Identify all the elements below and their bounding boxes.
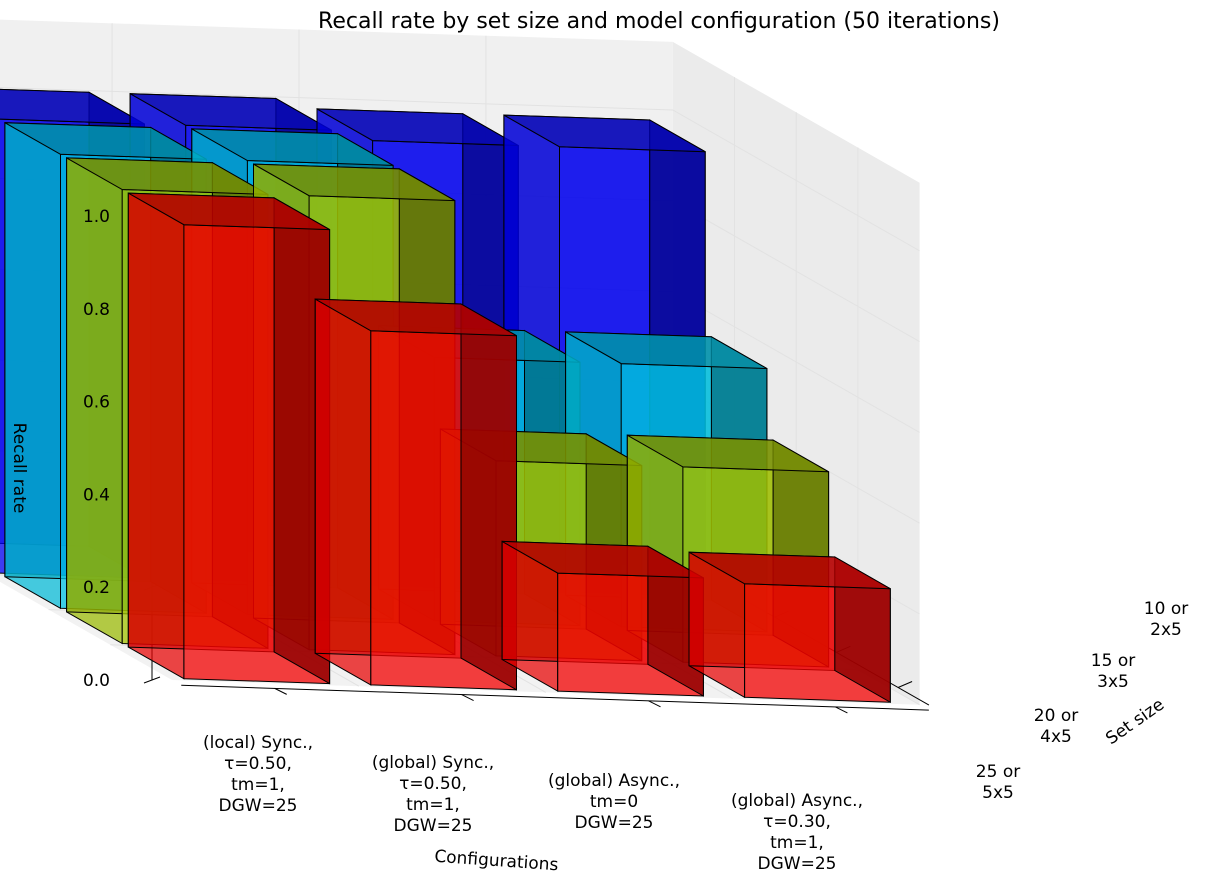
z-tick-label: 0.2 [83,578,110,598]
x-tick-label: (global) Async., [731,791,863,811]
y-tick-label: 20 or [1034,706,1078,726]
chart-bars [0,88,891,704]
y-axis-label: Set size [1102,695,1168,749]
bar [127,192,331,685]
bar [314,298,517,691]
z-tick-label: 0.0 [83,671,110,691]
bar [501,540,704,697]
y-tick-label: 25 or [976,762,1020,782]
z-tick [143,676,161,684]
x-tick-label: DGW=25 [758,854,837,874]
bar-top-face [129,93,332,131]
x-tick-label: τ=0.30, [763,812,831,832]
bar-top-face [688,551,891,590]
bar-top-face [501,540,704,579]
bar-top-face [627,434,829,473]
x-tick-label: DGW=25 [394,816,473,836]
x-tick [274,687,287,695]
bar-top-face [565,331,768,369]
y-tick-label: 15 or [1091,651,1135,671]
bar-top-face [0,88,145,125]
y-tick-label: 5x5 [982,783,1014,803]
x-tick-label: DGW=25 [575,813,654,833]
bar-top-face [316,108,519,146]
x-tick-label: (global) Sync., [372,753,494,773]
y-tick-label: 3x5 [1097,672,1129,692]
x-tick [648,700,661,708]
chart-title: Recall rate by set size and model config… [318,9,1000,34]
x-axis-line [181,684,929,711]
bar-top-face [314,298,517,337]
y-tick-label: 4x5 [1040,727,1072,747]
bar-top-face [503,114,706,153]
gridline [0,87,920,252]
x-tick [835,706,848,714]
x-tick-label: DGW=25 [219,796,298,816]
x-tick-label: τ=0.50, [224,754,292,774]
x-tick-label: (local) Sync., [203,733,313,753]
x-tick-label: τ=0.50, [399,774,467,794]
bar-top-face [4,122,207,160]
x-tick [461,694,474,702]
x-tick-label: (global) Async., [548,771,680,791]
bar-top-face [128,192,330,231]
z-tick-label: 0.6 [83,393,110,413]
x-tick-label: tm=0 [590,792,638,812]
z-tick-label: 0.4 [83,485,110,505]
x-tick-label: tm=1, [406,795,460,815]
bar-top-face [253,163,456,202]
z-tick-label: 0.8 [83,300,110,320]
y-tick [897,681,913,688]
bar-top-face [66,157,269,195]
bar [688,551,891,704]
z-axis-label: Recall rate [9,423,29,514]
y-tick-label: 10 or [1144,599,1188,619]
z-tick-label: 1.0 [83,207,110,227]
x-axis-label: Configurations [434,847,559,876]
y-tick-label: 2x5 [1150,620,1182,640]
x-tick-label: tm=1, [231,775,285,795]
bar-top-face [191,128,394,166]
x-tick-label: tm=1, [770,833,824,853]
